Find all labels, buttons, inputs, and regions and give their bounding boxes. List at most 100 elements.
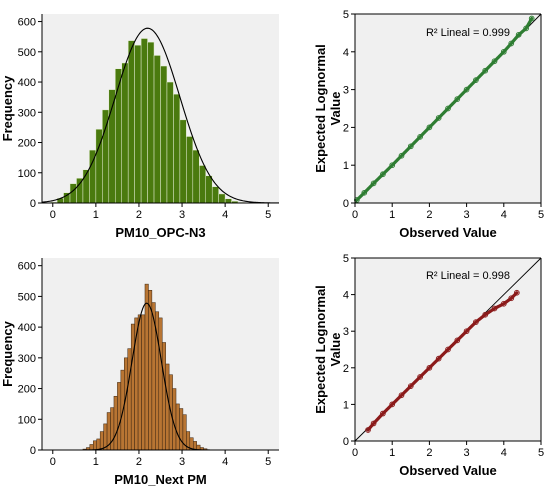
histogram-bar (186, 136, 194, 204)
qq-point (389, 401, 396, 408)
histogram-bar (155, 311, 160, 451)
x-tick-label: 1 (93, 456, 99, 468)
histogram-bar (173, 93, 181, 204)
y-tick-label: 1 (343, 160, 349, 172)
histogram-bar (127, 40, 135, 204)
qq-point-band (355, 16, 534, 202)
x-tick-label: 4 (501, 447, 507, 459)
histogram-bar (165, 363, 170, 451)
y-tick-label: 200 (18, 384, 36, 396)
y-tick-label: 300 (18, 353, 36, 365)
x-tick-label: 4 (501, 209, 507, 221)
histogram-bar (141, 314, 146, 451)
x-tick-label: 0 (352, 447, 358, 459)
y-tick-label: 3 (343, 85, 349, 97)
qq-point (528, 15, 535, 22)
hist_bottom-panel: 0 1 2 3 4 5 0 100 200 300 400 500 600 PM10_Next PM Fre… (0, 258, 279, 487)
qq-point (398, 392, 405, 399)
x-tick-label: 5 (265, 209, 271, 221)
qq-point (435, 355, 442, 362)
qq-point (454, 96, 461, 102)
histogram-bar (147, 41, 155, 204)
qq-point (473, 77, 479, 84)
histogram-bar (115, 68, 122, 204)
histogram-bar (211, 186, 219, 204)
qq-point (354, 197, 360, 203)
qq-point (407, 383, 414, 389)
x-tick-label: 3 (464, 447, 470, 459)
y-tick-label: 0 (30, 445, 36, 457)
qq-point (398, 152, 405, 159)
qq-point (435, 115, 442, 121)
x-tick-label: 3 (464, 209, 470, 221)
histogram-bar (179, 408, 184, 451)
y-tick-label: 0 (343, 436, 349, 448)
qq-point (513, 289, 520, 296)
qq-point (482, 67, 489, 74)
x-tick-label: 0 (352, 209, 358, 221)
x-tick-label: 4 (222, 456, 228, 468)
qq-point (426, 364, 433, 371)
y-tick-label: 100 (18, 168, 36, 180)
histogram-bar (130, 323, 135, 451)
y-tick-label: 5 (343, 9, 349, 21)
y-axis-label: Frequency (0, 75, 15, 142)
qq-point (508, 40, 515, 47)
histogram-bar (137, 314, 142, 451)
x-tick-label: 0 (50, 209, 56, 221)
y-tick-label: 4 (343, 290, 349, 302)
y-tick-label: 600 (18, 261, 36, 273)
qq-point (500, 300, 507, 307)
x-tick-label: 0 (50, 456, 56, 468)
qq-point (445, 105, 451, 112)
qq-point (523, 25, 529, 32)
y-tick-label: 500 (18, 47, 36, 59)
histogram-bar (121, 62, 129, 204)
y-tick-label: 0 (30, 198, 36, 210)
qq-point (407, 143, 414, 150)
histogram-bar (175, 403, 180, 451)
histogram-bar (89, 444, 94, 451)
qq-point (426, 124, 433, 131)
histogram-bar (140, 38, 148, 204)
x-tick-label: 2 (426, 447, 432, 459)
y-axis-label: Expected LognormalValue (313, 285, 343, 414)
qq-point (491, 305, 498, 312)
qq-point (473, 319, 479, 325)
histogram-bar (102, 109, 110, 204)
qq-point (365, 427, 371, 433)
histogram-bar (199, 165, 206, 204)
qq-point (500, 48, 507, 55)
y-tick-label: 1 (343, 399, 349, 411)
qq-point (389, 162, 396, 169)
y-tick-label: 300 (18, 107, 36, 119)
y-tick-label: 100 (18, 414, 36, 426)
x-axis-label: Observed Value (399, 225, 497, 240)
histogram-bar (148, 290, 153, 451)
x-axis-label: PM10_OPC-N3 (115, 225, 205, 240)
histogram-bar (153, 55, 161, 204)
qq-point (417, 134, 423, 140)
qq-point (463, 86, 470, 93)
x-tick-label: 3 (179, 209, 185, 221)
histogram-bar (161, 342, 166, 451)
histogram-bar (117, 382, 122, 451)
histogram-bar (144, 283, 149, 451)
y-tick-label: 400 (18, 77, 36, 89)
qq_bottom-panel: R² Lineal = 0.998 0 1 2 3 4 5 0 1 2 3 4 5 Observed Va… (313, 253, 544, 478)
x-tick-label: 4 (222, 209, 228, 221)
normal-curve (41, 27, 280, 204)
y-axis-label-line2: Value (328, 92, 343, 126)
histogram-bar (158, 317, 163, 451)
histogram-bar (218, 193, 226, 204)
histogram-bar (93, 440, 97, 451)
y-tick-label: 600 (18, 17, 36, 29)
qq-point (454, 337, 461, 344)
histogram-bar (127, 348, 132, 451)
y-tick-label: 400 (18, 322, 36, 334)
y-tick-label: 2 (343, 122, 349, 134)
y-tick-label: 3 (343, 326, 349, 338)
histogram-bar (113, 395, 118, 451)
hist_top-panel: 0 1 2 3 4 5 0 100 200 300 400 500 600 PM10_OPC-N3 Freq… (0, 14, 280, 240)
